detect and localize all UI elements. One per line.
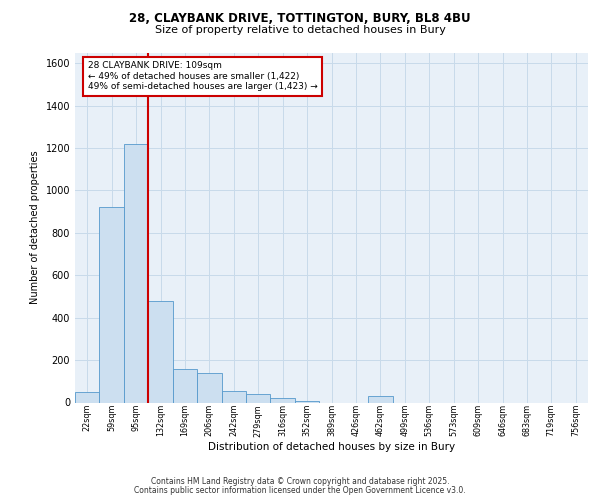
Bar [368,396,392,402]
Bar [221,391,246,402]
Text: 28, CLAYBANK DRIVE, TOTTINGTON, BURY, BL8 4BU: 28, CLAYBANK DRIVE, TOTTINGTON, BURY, BL… [129,12,471,26]
Bar [148,300,173,402]
Bar [75,392,100,402]
Bar [246,394,271,402]
Text: 28 CLAYBANK DRIVE: 109sqm
← 49% of detached houses are smaller (1,422)
49% of se: 28 CLAYBANK DRIVE: 109sqm ← 49% of detac… [88,61,317,91]
Text: Contains public sector information licensed under the Open Government Licence v3: Contains public sector information licen… [134,486,466,495]
X-axis label: Distribution of detached houses by size in Bury: Distribution of detached houses by size … [208,442,455,452]
Bar [271,398,295,402]
Bar [100,208,124,402]
Bar [197,373,221,402]
Bar [124,144,148,402]
Text: Size of property relative to detached houses in Bury: Size of property relative to detached ho… [155,25,445,35]
Text: Contains HM Land Registry data © Crown copyright and database right 2025.: Contains HM Land Registry data © Crown c… [151,477,449,486]
Y-axis label: Number of detached properties: Number of detached properties [30,150,40,304]
Bar [173,368,197,402]
